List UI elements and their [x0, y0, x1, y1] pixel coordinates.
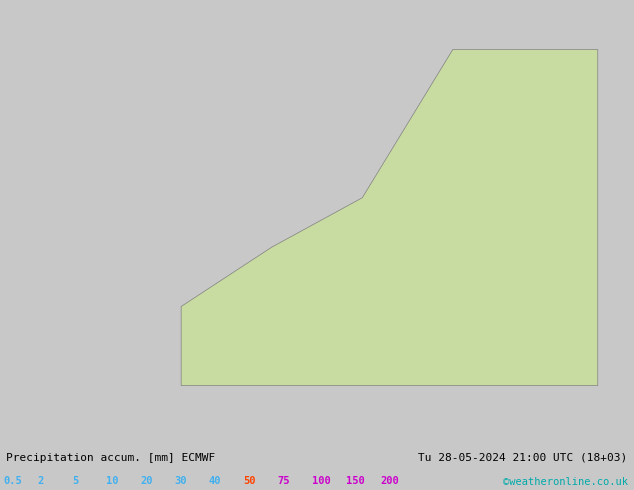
Text: 100: 100 — [312, 476, 330, 486]
Text: ©weatheronline.co.uk: ©weatheronline.co.uk — [503, 477, 628, 487]
Text: 20: 20 — [140, 476, 153, 486]
Text: 200: 200 — [380, 476, 399, 486]
Text: 10: 10 — [106, 476, 119, 486]
Polygon shape — [181, 49, 598, 386]
Text: Tu 28-05-2024 21:00 UTC (18+03): Tu 28-05-2024 21:00 UTC (18+03) — [418, 453, 628, 463]
Text: 75: 75 — [278, 476, 290, 486]
Text: 40: 40 — [209, 476, 221, 486]
Text: 2: 2 — [37, 476, 44, 486]
Text: 50: 50 — [243, 476, 256, 486]
Text: 150: 150 — [346, 476, 365, 486]
Text: 30: 30 — [174, 476, 187, 486]
Text: 0.5: 0.5 — [3, 476, 22, 486]
Text: 5: 5 — [72, 476, 78, 486]
Text: Precipitation accum. [mm] ECMWF: Precipitation accum. [mm] ECMWF — [6, 453, 216, 463]
